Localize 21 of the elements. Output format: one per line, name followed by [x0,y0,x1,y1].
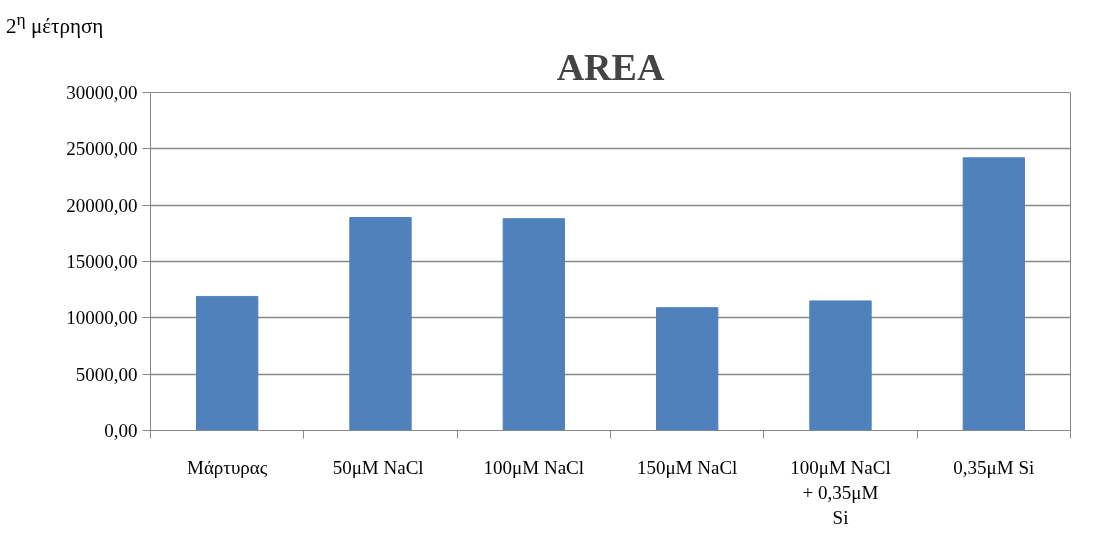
chart-title: AREA [556,45,665,88]
y-tick-label: 0,00 [104,420,138,441]
bar [962,157,1025,431]
bar [349,217,412,431]
y-tick-label: 15000,00 [66,251,138,272]
y-tick-label: 5000,00 [75,363,138,385]
x-tick-label: 100μM NaCl + 0,35μM Si [790,456,891,528]
bar [656,307,719,431]
bar [196,295,259,431]
y-tick-label: 10000,00 [66,307,138,329]
y-tick-label: 20000,00 [66,194,138,216]
x-tick-label: 150μM NaCl [636,456,738,478]
bar [809,300,872,431]
bar [502,218,565,431]
x-tick-label: 50μM NaCl [332,456,424,478]
y-tick-label: 25000,00 [66,138,138,160]
x-tick-label: 0,35μM Si [953,456,1035,478]
x-tick-label: 100μM NaCl [483,456,585,478]
y-tick-label: 30000,00 [66,82,138,103]
text: 2$^{η}$ μέτρηση [6,8,104,40]
x-tick-label: Μάρτυρας [187,456,268,478]
